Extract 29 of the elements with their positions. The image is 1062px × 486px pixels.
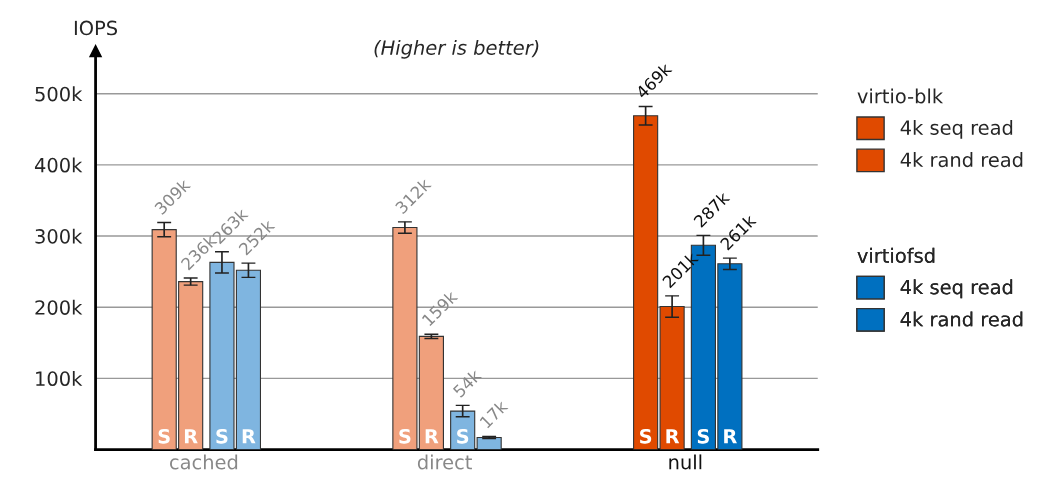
legend-label: 4k rand read [900, 311, 1023, 327]
text: S [697, 428, 709, 444]
legend-label: 4k rand read [900, 152, 1023, 168]
x-tick-label: null [669, 454, 702, 470]
y-axis-title: IOPS [74, 20, 118, 36]
x-tick-label: cached [170, 454, 238, 470]
y-tick-label: 300k [35, 228, 83, 244]
legend-label: 4k seq read [900, 279, 1013, 299]
text: R [242, 429, 256, 444]
chart-title: (Higher is better) [374, 39, 539, 59]
text: S [216, 428, 228, 444]
text: S [457, 428, 469, 444]
text: S [640, 428, 652, 444]
data-label: 17k [479, 398, 509, 429]
y-tick-label: 100k [36, 371, 83, 387]
text: virtio-blk [857, 88, 944, 104]
legend-label: 4k seq read [900, 119, 1013, 139]
text: virtiofsd [857, 247, 935, 263]
y-tick-label: 400k [34, 157, 83, 173]
annotation: R [184, 429, 198, 444]
data-label: 54k [452, 367, 483, 398]
text: R [425, 429, 439, 444]
y-tick-label: 200k [35, 299, 83, 315]
x-tick-label: direct [417, 454, 472, 470]
y-tick-label: 500k [35, 86, 83, 102]
text: R [666, 429, 680, 444]
annotation: S [158, 428, 170, 444]
text: R [724, 429, 737, 444]
text: S [399, 428, 411, 444]
